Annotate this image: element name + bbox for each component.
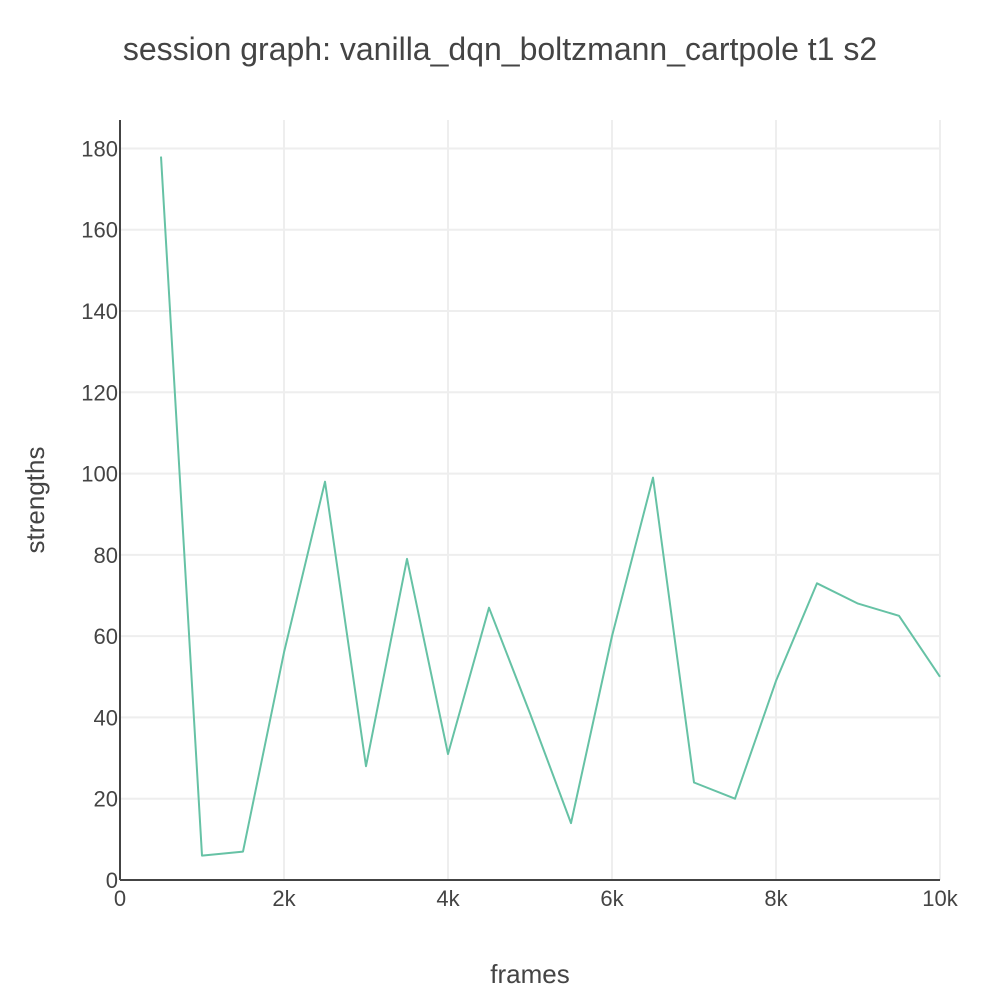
- y-tick-label: 60: [94, 624, 118, 649]
- y-tick-label: 100: [81, 462, 118, 487]
- y-tick-label: 160: [81, 218, 118, 243]
- y-tick-label: 20: [94, 787, 118, 812]
- chart-title: session graph: vanilla_dqn_boltzmann_car…: [123, 31, 877, 67]
- y-tick-label: 40: [94, 705, 118, 730]
- y-tick-label: 120: [81, 380, 118, 405]
- y-gridlines: [120, 147, 940, 800]
- x-axis-title: frames: [490, 959, 569, 989]
- x-tick-label: 10k: [922, 886, 958, 911]
- x-tick-label: 8k: [764, 886, 788, 911]
- y-tick-labels: 0 20 40 60 80 100 120 140 160 180: [81, 136, 118, 893]
- x-tick-labels: 0 2k 4k 6k 8k 10k: [114, 886, 959, 911]
- x-tick-label: 0: [114, 886, 126, 911]
- y-tick-label: 80: [94, 543, 118, 568]
- x-tick-label: 4k: [436, 886, 460, 911]
- series-line: [160, 156, 941, 857]
- y-axis-title: strengths: [20, 447, 50, 554]
- x-tick-label: 2k: [272, 886, 296, 911]
- y-tick-label: 180: [81, 136, 118, 161]
- y-tick-label: 140: [81, 299, 118, 324]
- x-tick-label: 6k: [600, 886, 624, 911]
- y-tick-label: 0: [106, 868, 118, 893]
- x-gridlines: [283, 120, 941, 880]
- series-layer: [160, 156, 941, 857]
